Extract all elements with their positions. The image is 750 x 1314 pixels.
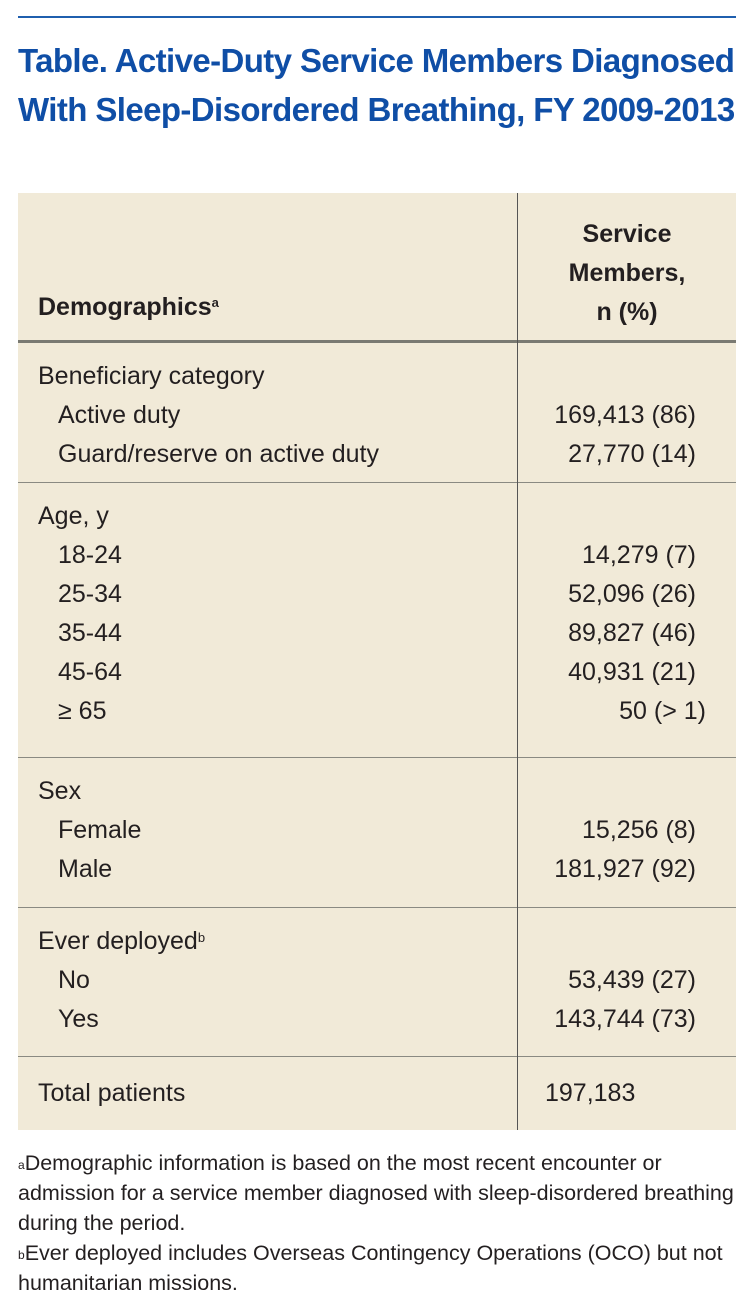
footnote-text: Ever deployed includes Overseas Continge… [18, 1241, 723, 1295]
section-heading-label: Sex [38, 777, 82, 805]
row-label: 25-34 [58, 580, 122, 608]
section-heading: Beneficiary category [38, 357, 265, 396]
footnote-marker: a [18, 1158, 25, 1172]
section-heading-row: Beneficiary category [18, 357, 736, 396]
table-section: Beneficiary category Active duty 169,413 (… [18, 343, 736, 483]
table-row: Active duty 169,413 (86) [18, 396, 736, 435]
section-heading: Age, y [38, 497, 109, 536]
footnote-text: Demographic information is based on the … [18, 1151, 734, 1235]
table-row: Yes 143,744 (73) [18, 1000, 736, 1039]
total-section: Total patients 197,183 [18, 1057, 736, 1130]
table-row: No 53,439 (27) [18, 961, 736, 1000]
header-demographics-label: Demographics [38, 293, 212, 321]
section-heading-row: Ever deployedb [18, 922, 736, 961]
header-line: n (%) [596, 298, 658, 326]
row-value: 27,770 (14) [568, 440, 696, 468]
top-rule [18, 16, 736, 18]
row-label: Male [58, 855, 113, 883]
row-value: 89,827 (46) [568, 619, 696, 647]
row-label: No [58, 966, 90, 994]
section-heading-label: Age, y [38, 502, 109, 530]
footnote-marker: b [18, 1248, 25, 1262]
table-row: Female 15,256 (8) [18, 811, 736, 850]
row-label: 45-64 [58, 658, 122, 686]
table-title: Table. Active-Duty Service Members Diagn… [18, 42, 735, 128]
header-service-members: Service Members, n (%) [518, 215, 736, 332]
header-line: Service [582, 220, 672, 248]
row-value: 143,744 (73) [554, 1005, 696, 1033]
footnote-marker: a [211, 295, 219, 310]
row-label: Female [58, 816, 142, 844]
table-row: 18-24 14,279 (7) [18, 536, 736, 575]
table-section: Sex Female 15,256 (8) Male 181,927 (92) [18, 758, 736, 908]
table-section: Age, y 18-24 14,279 (7) 25-34 52,096 (26) 35-… [18, 483, 736, 758]
table-row: 45-64 40,931 (21) [18, 653, 736, 692]
total-label: Total patients [38, 1079, 186, 1107]
footnote-a: aDemographic information is based on the… [18, 1148, 738, 1238]
data-table: Demographicsa Service Members, n (%) Ben… [18, 193, 736, 1130]
footnote-b: bEver deployed includes Overseas Conting… [18, 1238, 738, 1298]
section-heading-row: Sex [18, 772, 736, 811]
row-label: Yes [58, 1005, 99, 1033]
row-value: 181,927 (92) [554, 855, 696, 883]
row-value: 52,096 (26) [568, 580, 696, 608]
total-value: 197,183 [545, 1079, 636, 1107]
table-section: Ever deployedb No 53,439 (27) Yes 143,744 (7… [18, 908, 736, 1057]
row-label: Active duty [58, 401, 181, 429]
section-heading-row: Age, y [18, 497, 736, 536]
table-row: 35-44 89,827 (46) [18, 614, 736, 653]
section-heading-label: Ever deployed [38, 927, 198, 955]
section-heading: Ever deployedb [38, 922, 205, 961]
row-value: 14,279 (7) [582, 541, 696, 569]
row-value: 53,439 (27) [568, 966, 696, 994]
column-divider [517, 193, 518, 1130]
footnote-marker: b [197, 930, 206, 945]
row-label: 18-24 [58, 541, 122, 569]
footnotes: aDemographic information is based on the… [18, 1148, 738, 1298]
row-label: Guard/reserve on active duty [58, 440, 379, 468]
row-value: 169,413 (86) [554, 401, 696, 429]
table-row: 25-34 52,096 (26) [18, 575, 736, 614]
table-row: Guard/reserve on active duty 27,770 (14) [18, 435, 736, 474]
table-row: ≥ 65 50 (> 1) [18, 692, 736, 731]
row-value: 50 (> 1) [619, 697, 706, 725]
section-heading-label: Beneficiary category [38, 362, 265, 390]
header-line: Members, [568, 259, 686, 287]
row-label: 35-44 [58, 619, 122, 647]
row-label: ≥ 65 [58, 697, 107, 725]
row-value: 15,256 (8) [582, 816, 696, 844]
section-heading: Sex [38, 772, 81, 811]
table-row: Male 181,927 (92) [18, 850, 736, 889]
total-row: Total patients 197,183 [18, 1074, 736, 1113]
table-header: Demographicsa Service Members, n (%) [18, 193, 736, 343]
row-value: 40,931 (21) [568, 658, 696, 686]
header-demographics: Demographicsa [38, 293, 219, 322]
